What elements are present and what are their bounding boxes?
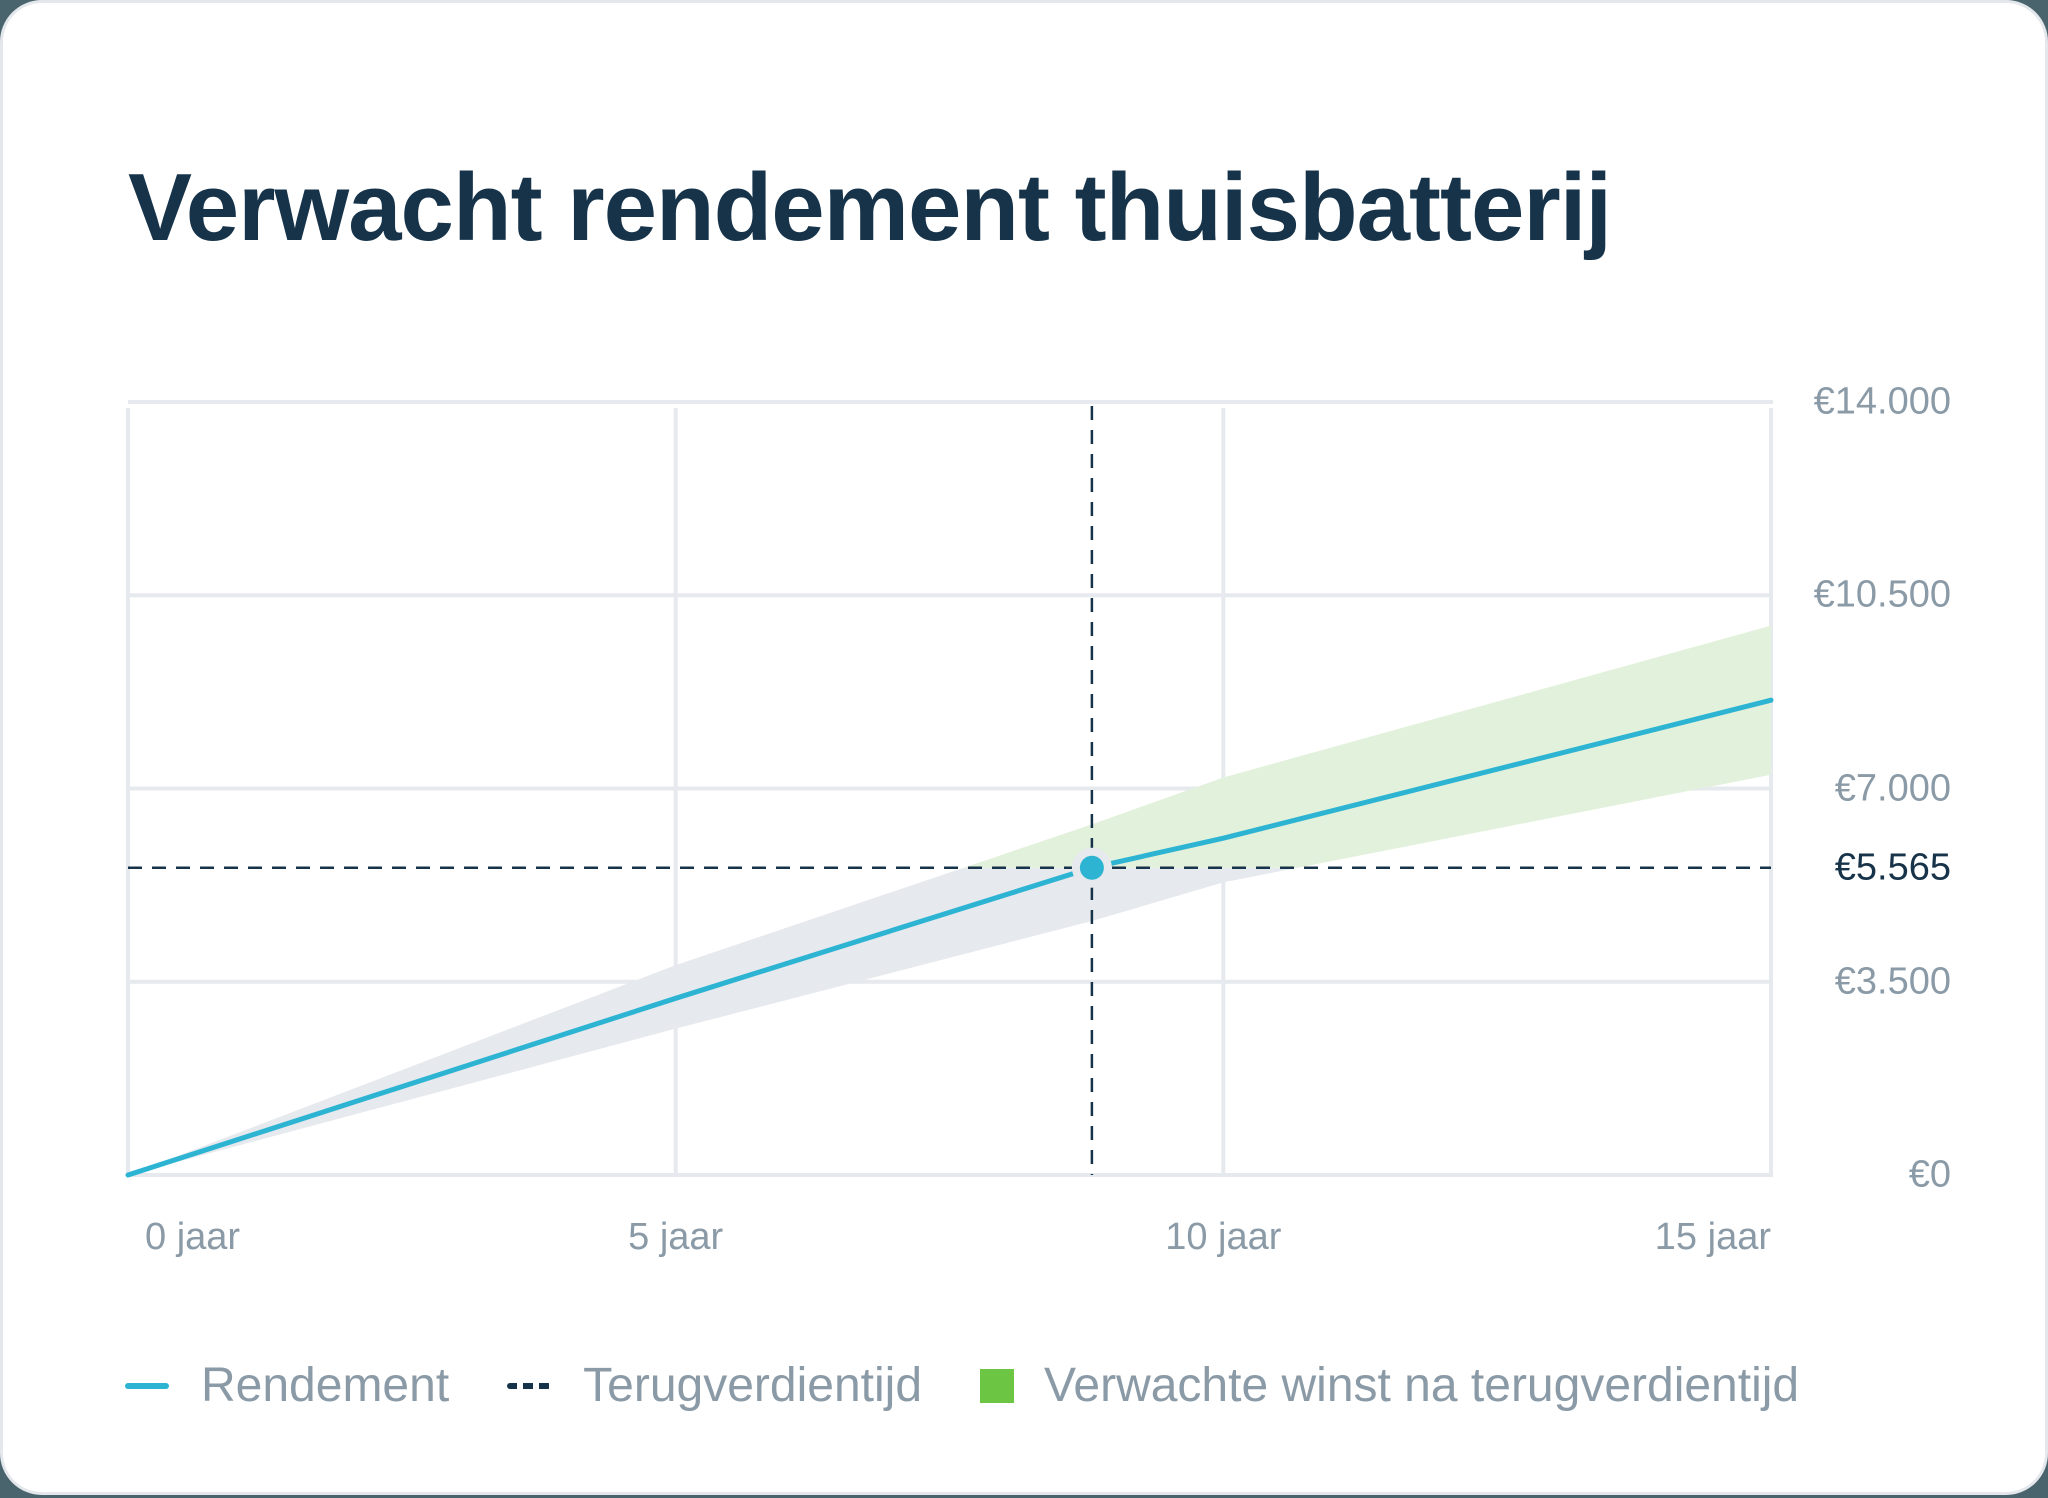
- legend-item-rendement[interactable]: Rendement: [125, 1358, 449, 1413]
- dashed-line-swatch-icon: [507, 1382, 552, 1389]
- legend-item-terugverdientijd[interactable]: Terugverdientijd: [507, 1358, 922, 1413]
- legend: Rendement Terugverdientijd Verwachte win…: [125, 1358, 1857, 1413]
- green-square-swatch-icon: [980, 1368, 1015, 1403]
- line-swatch-icon: [125, 1382, 169, 1389]
- plot-area: [125, 400, 1774, 1178]
- y-axis-highlight-label: €5.565: [1834, 846, 1951, 889]
- payback-marker[interactable]: [1079, 855, 1104, 880]
- y-axis-tick-label: €0: [1908, 1153, 1951, 1196]
- legend-label: Rendement: [201, 1359, 450, 1412]
- y-axis-tick-label: €7.000: [1834, 767, 1951, 809]
- x-axis-tick-label: 0 jaar: [145, 1216, 241, 1258]
- x-axis-tick-label: 15 jaar: [1654, 1216, 1771, 1258]
- y-axis-tick-label: €14.000: [1813, 380, 1951, 423]
- y-axis-tick-label: €10.500: [1813, 573, 1951, 616]
- x-axis-tick-label: 10 jaar: [1165, 1216, 1282, 1258]
- legend-label: Terugverdientijd: [583, 1359, 923, 1412]
- legend-label: Verwachte winst na terugverdientijd: [1044, 1359, 1800, 1412]
- band-expected-profit: [963, 625, 1771, 868]
- y-axis-tick-label: €3.500: [1834, 960, 1951, 1003]
- x-axis-tick-label: 5 jaar: [628, 1216, 724, 1258]
- chart-title: Verwacht rendement thuisbatterij: [128, 154, 1612, 261]
- legend-item-winst[interactable]: Verwachte winst na terugverdientijd: [980, 1358, 1799, 1413]
- grid-lines: [126, 400, 1773, 1177]
